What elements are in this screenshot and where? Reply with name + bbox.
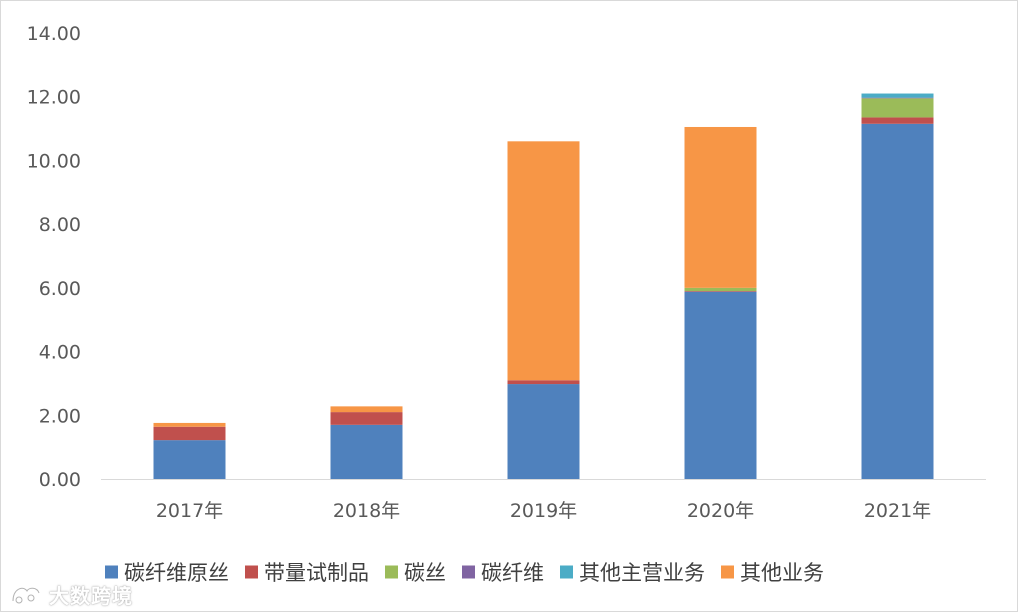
legend-label: 带量试制品	[264, 561, 369, 585]
watermark: 大数跨境	[9, 579, 133, 609]
bar-segment	[684, 291, 757, 479]
bar-segment	[330, 406, 403, 413]
bars	[153, 93, 934, 480]
bar-segment	[507, 141, 580, 381]
x-tick-label: 2019年	[510, 500, 577, 522]
y-tick-label: 8.00	[39, 214, 81, 236]
legend-label: 其他主营业务	[579, 561, 705, 585]
legend-swatch	[245, 565, 258, 579]
y-tick-label: 10.00	[27, 150, 81, 172]
x-axis: 2017年 2018年 2019年 2020年 2021年	[101, 479, 986, 522]
y-axis: 0.00 2.00 4.00 6.00 8.00 10.00 12.00 14.00	[27, 23, 81, 491]
bar-segment	[861, 97, 934, 99]
watermark-text: 大数跨境	[49, 583, 133, 608]
x-tick-label: 2018年	[333, 500, 400, 522]
legend-swatch	[385, 565, 398, 579]
bar-segment	[330, 424, 403, 479]
legend-swatch	[721, 565, 734, 579]
bar-segment	[507, 380, 580, 385]
bar-segment	[507, 384, 580, 479]
brand-logo-icon	[11, 586, 41, 604]
legend: 碳纤维原丝 带量试制品 碳丝 碳纤维 其他主营业务 其他业务	[105, 561, 824, 585]
x-tick-label: 2020年	[687, 500, 754, 522]
legend-label: 碳丝	[404, 561, 446, 585]
y-tick-label: 0.00	[39, 469, 81, 491]
y-tick-label: 14.00	[27, 23, 81, 45]
bar-segment	[861, 93, 934, 98]
bar-segment	[861, 117, 934, 124]
bar-segment	[153, 422, 226, 427]
bar-segment	[861, 123, 934, 480]
y-tick-label: 2.00	[39, 405, 81, 427]
x-tick-label: 2017年	[156, 500, 223, 522]
y-tick-label: 4.00	[39, 342, 81, 364]
bar-segment	[684, 287, 757, 292]
x-tick-label: 2021年	[864, 500, 931, 522]
bar-segment	[861, 98, 934, 118]
legend-label: 碳纤维	[481, 561, 544, 585]
bar-segment	[153, 440, 226, 479]
legend-label: 其他业务	[740, 561, 824, 585]
legend-swatch	[462, 565, 475, 579]
legend-label: 碳纤维原丝	[124, 561, 229, 585]
bar-segment	[684, 126, 757, 288]
legend-swatch	[560, 565, 573, 579]
y-tick-label: 6.00	[39, 278, 81, 300]
bar-segment	[153, 426, 226, 441]
legend-swatch	[105, 565, 118, 579]
bar-segment	[330, 412, 403, 425]
bar-segment	[684, 291, 757, 292]
y-tick-label: 12.00	[27, 87, 81, 109]
